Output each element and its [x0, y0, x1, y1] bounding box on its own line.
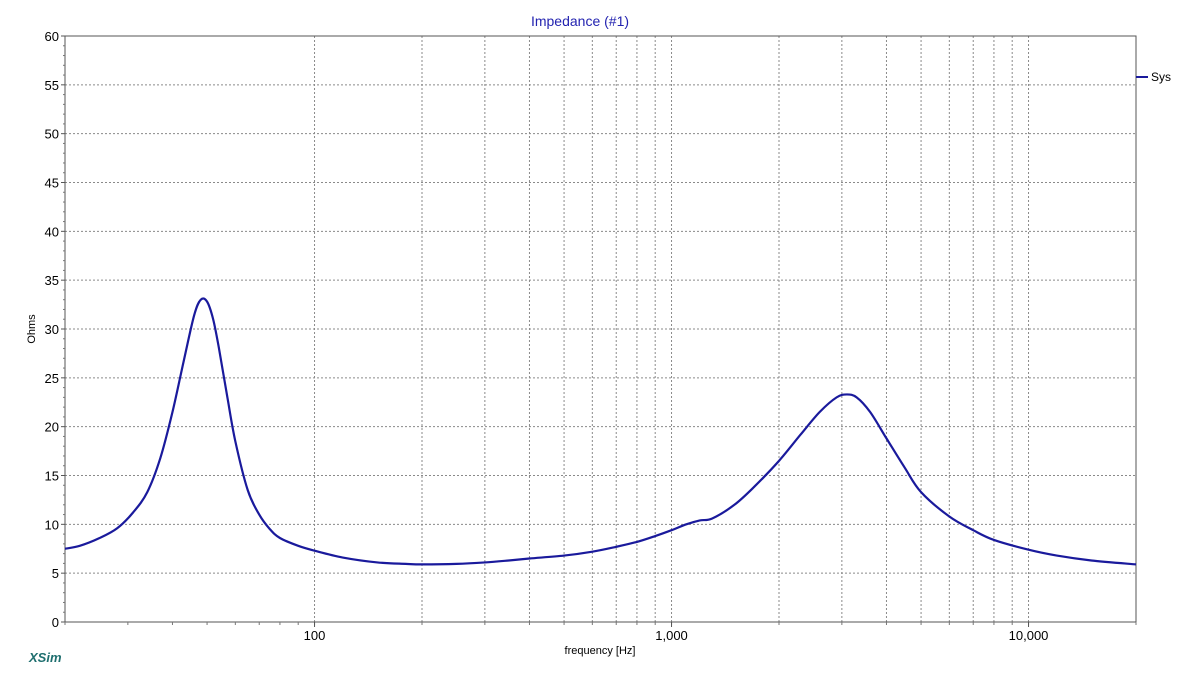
legend: Sys	[1136, 70, 1171, 84]
y-tick-label: 50	[45, 127, 59, 142]
axes: 0 5 10 15 20 25 30 35 40 45 50 55 60 100 1,000 10,000	[45, 29, 1137, 643]
y-tick-label: 35	[45, 273, 59, 288]
y-tick-label: 45	[45, 176, 59, 191]
y-tick-label: 5	[52, 566, 59, 581]
chart-title: Impedance (#1)	[531, 13, 629, 29]
y-tick-label: 30	[45, 322, 59, 337]
x-tick-label: 10,000	[1009, 628, 1049, 643]
y-tick-label: 40	[45, 224, 59, 239]
xsim-logo: XSim	[28, 650, 62, 665]
y-tick-label: 20	[45, 420, 59, 435]
y-axis-label: Ohms	[26, 314, 38, 344]
y-tick-label: 0	[52, 615, 59, 630]
y-tick-label: 10	[45, 517, 59, 532]
y-tick-label: 15	[45, 469, 59, 484]
grid	[65, 36, 1136, 622]
legend-label-sys: Sys	[1151, 70, 1171, 84]
x-axis-label: frequency [Hz]	[565, 645, 636, 657]
x-tick-label: 100	[304, 628, 326, 643]
series	[64, 297, 1137, 566]
y-tick-label: 60	[45, 29, 59, 44]
x-tick-label: 1,000	[655, 628, 688, 643]
y-tick-label: 55	[45, 78, 59, 93]
series-line-sys	[64, 297, 1137, 566]
y-tick-label: 25	[45, 371, 59, 386]
